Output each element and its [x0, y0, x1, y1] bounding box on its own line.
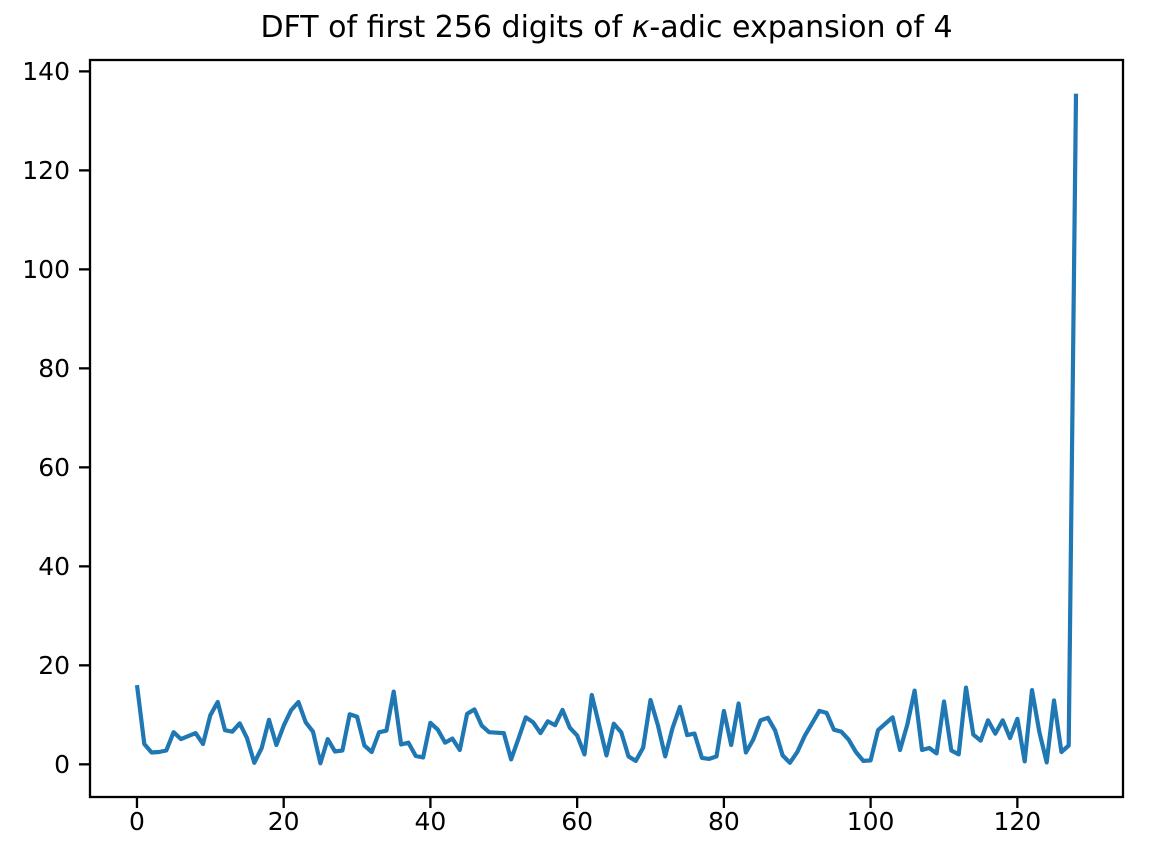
y-tick-label: 120 [22, 156, 70, 185]
chart-title-kappa: κ [631, 10, 650, 45]
x-tick-label: 100 [847, 807, 895, 836]
y-tick-label: 60 [38, 453, 70, 482]
y-tick-label: 0 [54, 750, 70, 779]
y-tick-label: 100 [22, 255, 70, 284]
y-tick-label: 20 [38, 651, 70, 680]
x-tick-label: 120 [993, 807, 1041, 836]
y-tick-label: 40 [38, 552, 70, 581]
y-tick-label: 80 [38, 354, 70, 383]
dft-line [134, 93, 1079, 766]
chart-title-suffix: -adic expansion of 4 [649, 10, 953, 45]
x-tick-label: 20 [268, 807, 300, 836]
x-tick-label: 60 [561, 807, 593, 836]
x-tick-label: 40 [415, 807, 447, 836]
chart-title: DFT of first 256 digits of κ-adic expans… [90, 10, 1123, 45]
y-tick-label: 140 [22, 57, 70, 86]
plot-frame [88, 58, 1125, 799]
chart-title-prefix: DFT of first 256 digits of [260, 10, 632, 45]
x-tick-label: 80 [708, 807, 740, 836]
x-tick-label: 0 [129, 807, 145, 836]
